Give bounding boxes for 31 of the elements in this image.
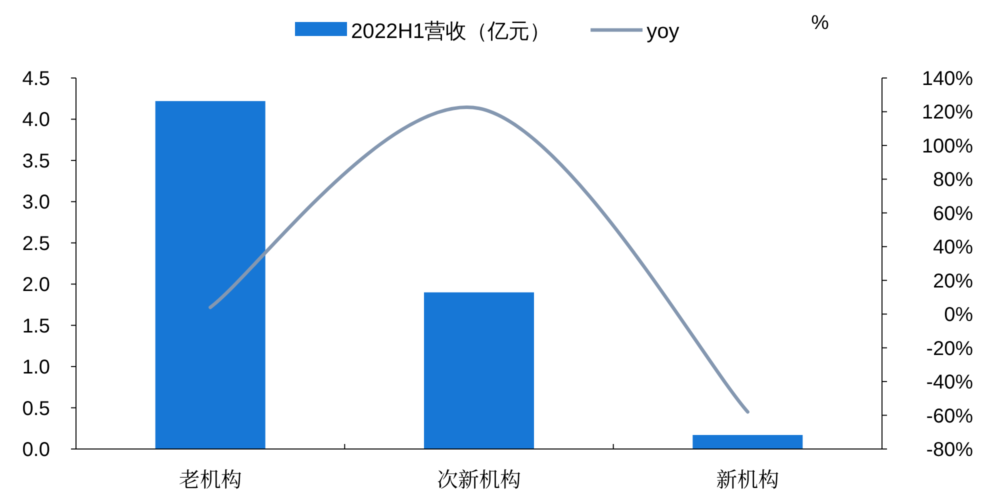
y2-tick-label: -20%	[926, 338, 974, 360]
legend-label: yoy	[646, 20, 680, 43]
y2-tick-label: 40%	[932, 236, 974, 259]
y2-axis-title: %	[811, 12, 830, 34]
y2-tick-label: -80%	[926, 439, 974, 461]
bar	[692, 434, 803, 449]
y-tick-label: 0.0	[22, 439, 50, 461]
y-tick-label: 4.0	[22, 109, 50, 132]
legend-label: 2022H1营收（亿元）	[351, 20, 551, 43]
y2-tick-label: 100%	[922, 135, 974, 158]
y-tick-label: 3.5	[22, 150, 50, 172]
y2-tick-label: 60%	[932, 202, 974, 225]
bar	[424, 292, 534, 449]
y-tick-label: 0.5	[22, 398, 50, 420]
y-tick-label: 3.0	[22, 192, 50, 214]
y-tick-label: 1.5	[22, 315, 50, 338]
bar	[155, 101, 266, 449]
y-tick-label: 2.0	[22, 274, 50, 296]
y2-tick-label: 20%	[932, 270, 974, 292]
y-tick-label: 1.0	[22, 356, 50, 379]
x-tick-label: 次新机构	[437, 464, 521, 492]
y-tick-label: 2.5	[22, 232, 50, 255]
x-tick-label: 新机构	[716, 464, 780, 492]
y2-tick-label: 80%	[932, 169, 974, 192]
y2-tick-label: 0%	[944, 304, 974, 326]
x-tick-label: 老机构	[178, 464, 242, 492]
y2-tick-label: -40%	[926, 372, 974, 394]
y2-tick-label: 120%	[922, 102, 974, 124]
y-tick-label: 4.5	[22, 68, 50, 90]
y2-tick-label: 140%	[922, 68, 974, 90]
y2-tick-label: -60%	[926, 405, 974, 428]
